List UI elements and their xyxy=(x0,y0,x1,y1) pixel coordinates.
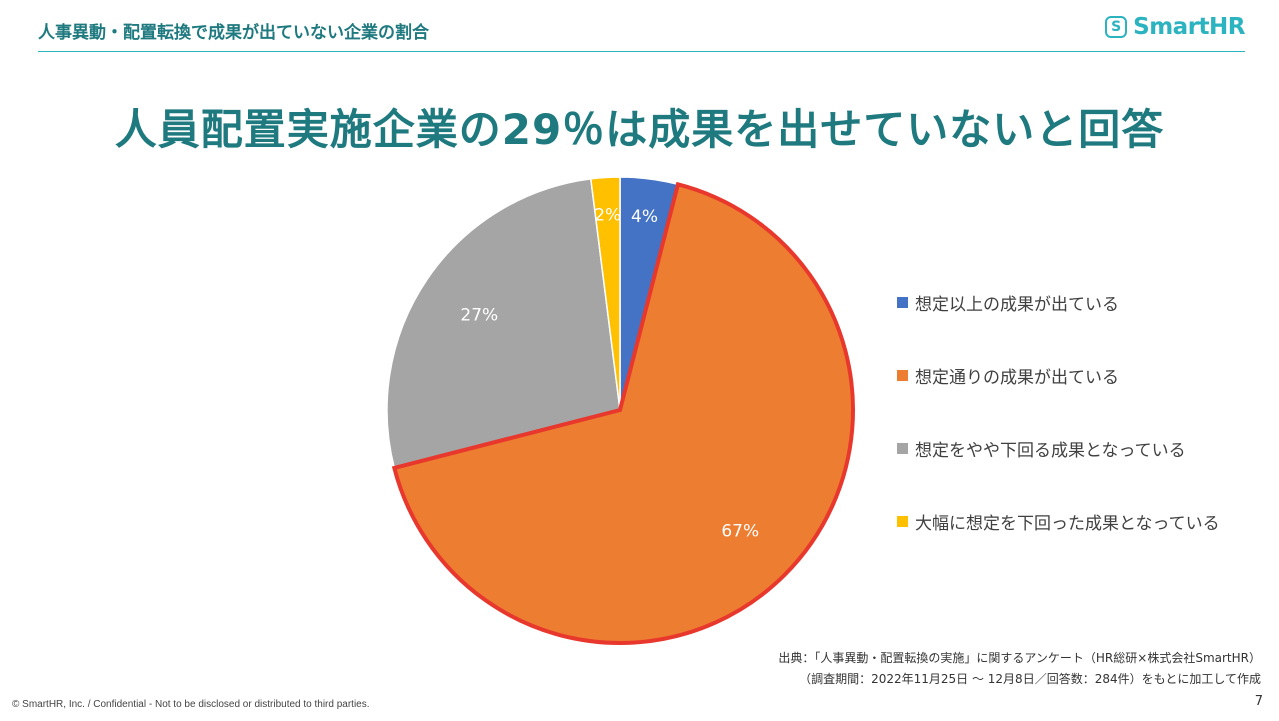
source-line-2: （調査期間：2022年11月25日 〜 12月8日／回答数：284件）をもとに加… xyxy=(799,672,1261,686)
source-note: 出典：「人事異動・配置転換の実施」に関するアンケート（HR総研×株式会社Smar… xyxy=(778,648,1261,690)
pie-label-67: 67% xyxy=(721,521,759,541)
page-number: 7 xyxy=(1254,694,1263,709)
smarthr-logo-icon: S xyxy=(1105,16,1128,38)
section-title: 人事異動・配置転換で成果が出ていない企業の割合 xyxy=(38,23,429,43)
legend-item-far-below: 大幅に想定を下回った成果となっている xyxy=(897,509,1220,534)
legend-swatch xyxy=(897,370,908,381)
legend-label: 想定をやや下回る成果となっている xyxy=(915,441,1186,461)
legend-swatch xyxy=(897,443,908,454)
header-divider xyxy=(38,51,1245,52)
smarthr-logo-text: SmartHR xyxy=(1133,14,1245,40)
pie-slice-far-below xyxy=(589,176,621,411)
legend-item-above-expectation: 想定以上の成果が出ている xyxy=(897,290,1119,315)
pie-label-2: 2% xyxy=(594,206,621,226)
legend-swatch xyxy=(897,297,908,308)
highlight-outline xyxy=(391,181,855,645)
pie-label-4: 4% xyxy=(631,207,658,227)
legend-label: 想定通りの成果が出ている xyxy=(915,368,1119,388)
headline: 人員配置実施企業の29％は成果を出せていないと回答 xyxy=(114,105,1165,154)
legend-label: 大幅に想定を下回った成果となっている xyxy=(915,514,1220,534)
legend-swatch xyxy=(897,516,908,527)
confidential-footer: © SmartHR, Inc. / Confidential - Not to … xyxy=(12,699,370,710)
pie-label-27: 27% xyxy=(460,305,498,325)
legend-item-slightly-below: 想定をやや下回る成果となっている xyxy=(897,436,1186,461)
legend-item-as-expected: 想定通りの成果が出ている xyxy=(897,363,1119,388)
pie-slice-slightly-below xyxy=(386,177,621,469)
legend-label: 想定以上の成果が出ている xyxy=(915,295,1119,315)
smarthr-logo: S SmartHR xyxy=(1105,14,1245,40)
source-line-1: 出典：「人事異動・配置転換の実施」に関するアンケート（HR総研×株式会社Smar… xyxy=(778,651,1261,665)
